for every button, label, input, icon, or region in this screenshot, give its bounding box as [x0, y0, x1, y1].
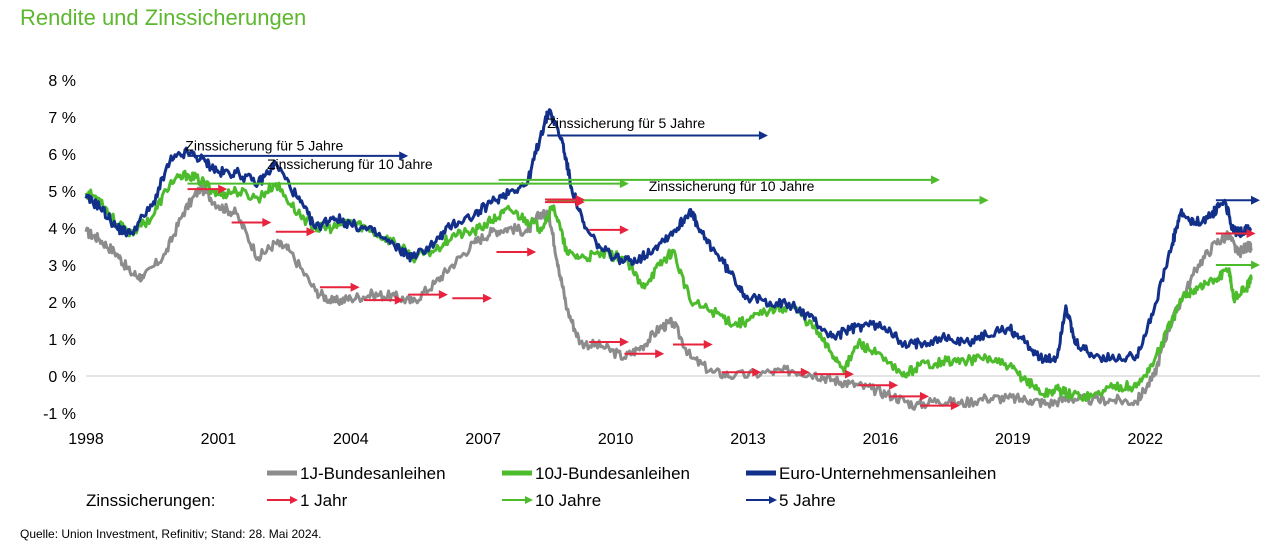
hedge-arrowhead [218, 184, 228, 194]
hedge-arrow-layer [187, 131, 1260, 411]
series-line-10j-bundesanleihen [84, 169, 1253, 402]
x-tick-label: 2013 [730, 431, 766, 448]
hedge-arrowhead [575, 195, 585, 205]
x-tick-label: 2016 [863, 431, 899, 448]
series-line-euro-unternehmensanleihen [84, 108, 1252, 364]
series-line-1j-bundesanleihen [84, 182, 1253, 411]
hedge-arrowhead [619, 225, 629, 235]
y-tick-label: 2 % [48, 295, 76, 312]
annotation-layer: Zinssicherung für 5 Jahre Zinssicherung f… [185, 115, 814, 194]
annotation-label: Zinssicherung für 5 Jahre [547, 115, 705, 131]
y-tick-label: 7 % [48, 110, 76, 127]
source-note: Quelle: Union Investment, Refinitiv; Sta… [20, 527, 322, 541]
x-tick-label: 2010 [598, 431, 634, 448]
hedge-arrowhead [394, 295, 404, 305]
hedge-arrowhead [919, 391, 929, 401]
hedge-arrowhead [950, 401, 960, 411]
legend: 1J-Bundesanleihen 10J-Bundesanleihen Eur… [86, 464, 996, 510]
legend-arrowhead-1y [290, 496, 298, 504]
chart-title: Rendite und Zinssicherungen [20, 5, 307, 30]
hedge-arrowhead [1246, 229, 1256, 239]
annotation-label: Zinssicherung für 10 Jahre [267, 156, 433, 172]
hedge-arrowhead [619, 337, 629, 347]
y-tick-label: 0 % [48, 369, 76, 386]
y-tick-label: 3 % [48, 258, 76, 275]
hedge-arrowhead [1251, 260, 1260, 270]
axis-layer: -1 % 0 % 1 % 2 % 3 % 4 % 5 % 6 % 7 % 8 % 1998 2001 2… [43, 73, 1163, 448]
hedge-arrowhead [703, 340, 713, 350]
hedge-arrowhead [889, 380, 899, 390]
legend-label-1j: 1J-Bundesanleihen [300, 464, 446, 483]
x-tick-label: 2019 [995, 431, 1031, 448]
y-tick-label: 1 % [48, 332, 76, 349]
legend-arrowhead-5y [769, 496, 777, 504]
legend-hedge-prefix: Zinssicherungen: [86, 491, 215, 510]
y-tick-label: -1 % [43, 406, 76, 423]
hedge-arrowhead [619, 179, 629, 189]
hedge-arrowhead [262, 217, 272, 227]
hedge-arrowhead [752, 367, 762, 377]
x-tick-label: 2004 [333, 431, 369, 448]
hedge-arrowhead [800, 367, 810, 377]
series-layer [84, 108, 1253, 411]
legend-label-5y: 5 Jahre [779, 491, 836, 510]
legend-label-euro: Euro-Unternehmensanleihen [779, 464, 996, 483]
hedge-arrowhead [931, 175, 941, 185]
x-tick-label: 2001 [201, 431, 237, 448]
annotation-label: Zinssicherung für 10 Jahre [649, 178, 815, 194]
hedge-arrowhead [758, 131, 768, 140]
y-tick-label: 8 % [48, 73, 76, 90]
hedge-arrowhead [399, 151, 409, 161]
hedge-arrowhead [527, 247, 537, 257]
hedge-arrowhead [844, 369, 854, 379]
x-tick-label: 2022 [1127, 431, 1163, 448]
hedge-arrowhead [438, 290, 448, 300]
hedge-arrowhead [306, 227, 316, 237]
x-tick-label: 2007 [465, 431, 501, 448]
legend-label-1y: 1 Jahr [300, 491, 348, 510]
x-tick-label: 1998 [68, 431, 104, 448]
annotation-label: Zinssicherung für 5 Jahre [185, 137, 343, 153]
y-tick-label: 5 % [48, 184, 76, 201]
legend-arrowhead-10y [525, 496, 533, 504]
y-tick-label: 4 % [48, 221, 76, 238]
hedge-arrowhead [979, 195, 989, 205]
y-tick-label: 6 % [48, 147, 76, 164]
hedge-arrowhead [483, 293, 493, 303]
legend-label-10j: 10J-Bundesanleihen [535, 464, 690, 483]
hedge-arrowhead [1251, 195, 1260, 205]
legend-label-10y: 10 Jahre [535, 491, 601, 510]
hedge-arrowhead [655, 349, 665, 359]
hedge-arrowhead [350, 282, 360, 292]
